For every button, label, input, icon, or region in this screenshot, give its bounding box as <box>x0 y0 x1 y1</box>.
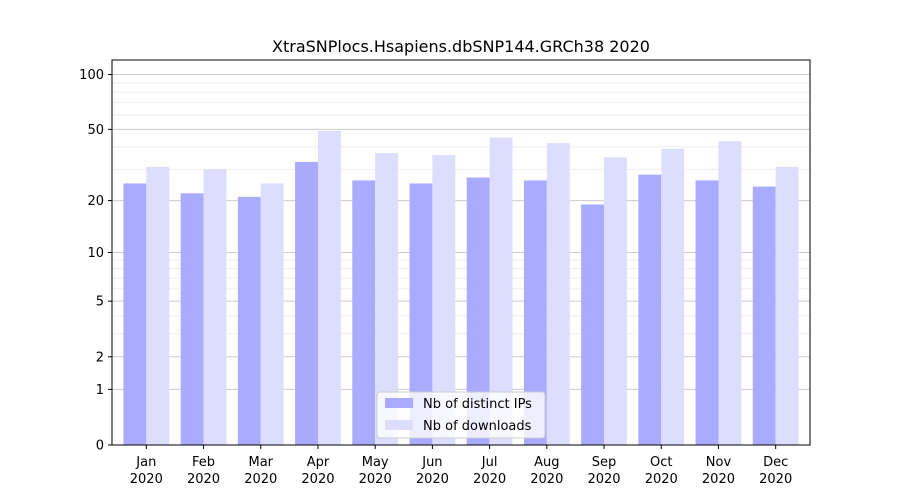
bar-downloads <box>146 166 170 446</box>
x-tick-label-year: 2020 <box>645 472 678 487</box>
x-tick-label-month: Sep <box>592 455 617 470</box>
x-tick-label-month: Jun <box>421 455 442 470</box>
x-tick-label-month: Dec <box>763 455 788 470</box>
x-tick-label-year: 2020 <box>301 472 334 487</box>
x-tick-label-year: 2020 <box>473 472 506 487</box>
x-tick-label-month: Jan <box>135 455 156 470</box>
x-tick-label-year: 2020 <box>359 472 392 487</box>
bar-distinct-ips <box>581 204 605 445</box>
bar-downloads <box>317 130 341 445</box>
bar-distinct-ips <box>352 180 376 446</box>
bar-distinct-ips <box>695 180 719 446</box>
x-tick-label-month: Feb <box>192 455 215 470</box>
y-tick-label: 100 <box>79 68 104 83</box>
bar-distinct-ips <box>295 161 318 445</box>
chart-title: XtraSNPlocs.Hsapiens.dbSNP144.GRCh38 202… <box>272 37 650 56</box>
bar-distinct-ips <box>638 174 662 446</box>
legend-label-downloads: Nb of downloads <box>423 419 532 434</box>
legend-box <box>376 391 546 439</box>
bar-downloads <box>604 157 627 445</box>
x-tick-label-year: 2020 <box>187 472 220 487</box>
legend-swatch-downloads <box>385 420 413 430</box>
bar-distinct-ips <box>180 193 204 445</box>
bar-downloads <box>489 137 513 445</box>
legend-label-distinct-ips: Nb of distinct IPs <box>423 397 532 412</box>
x-tick-label-year: 2020 <box>130 472 163 487</box>
bar-distinct-ips <box>752 186 776 445</box>
bar-downloads <box>260 183 284 445</box>
bar-downloads <box>203 169 227 445</box>
bar-downloads <box>775 166 799 446</box>
x-tick-label-year: 2020 <box>416 472 449 487</box>
y-tick-label: 20 <box>87 194 104 209</box>
bar-distinct-ips <box>466 177 490 445</box>
x-tick-label-year: 2020 <box>587 472 620 487</box>
legend: Nb of distinct IPs Nb of downloads <box>376 391 546 439</box>
x-tick-label-month: Aug <box>534 455 559 470</box>
x-tick-label-month: Nov <box>706 455 732 470</box>
x-tick-label-month: Mar <box>248 455 273 470</box>
bar-downloads <box>432 155 456 446</box>
bar-distinct-ips <box>237 196 261 445</box>
bar-distinct-ips <box>523 180 547 446</box>
x-tick-label-year: 2020 <box>759 472 792 487</box>
bar-downloads <box>718 141 742 446</box>
bar-downloads <box>546 143 570 446</box>
bar-downloads <box>661 148 685 445</box>
x-tick-label-year: 2020 <box>530 472 563 487</box>
y-tick-label: 50 <box>87 123 104 138</box>
y-axis: 0 1 2 5 10 20 50 100 <box>79 68 112 454</box>
legend-swatch-distinct-ips <box>385 398 413 408</box>
y-tick-label: 1 <box>96 383 104 398</box>
bar-distinct-ips <box>409 183 433 445</box>
x-tick-label-month: Oct <box>650 455 672 470</box>
y-tick-label: 2 <box>96 350 104 365</box>
x-axis: Jan 2020 Feb 2020 Mar 2020 Apr 2020 May 2020 Jun 20… <box>130 445 792 487</box>
x-tick-label-month: Jul <box>481 455 498 470</box>
y-tick-label: 0 <box>96 439 104 454</box>
y-tick-label: 10 <box>87 246 104 261</box>
y-tick-label: 5 <box>96 295 104 310</box>
x-tick-label-year: 2020 <box>702 472 735 487</box>
bars-layer <box>123 130 799 446</box>
x-tick-label-month: Apr <box>307 455 330 470</box>
bar-distinct-ips <box>123 183 147 445</box>
bar-downloads <box>375 152 399 445</box>
x-tick-label-month: May <box>362 455 389 470</box>
x-tick-label-year: 2020 <box>244 472 277 487</box>
